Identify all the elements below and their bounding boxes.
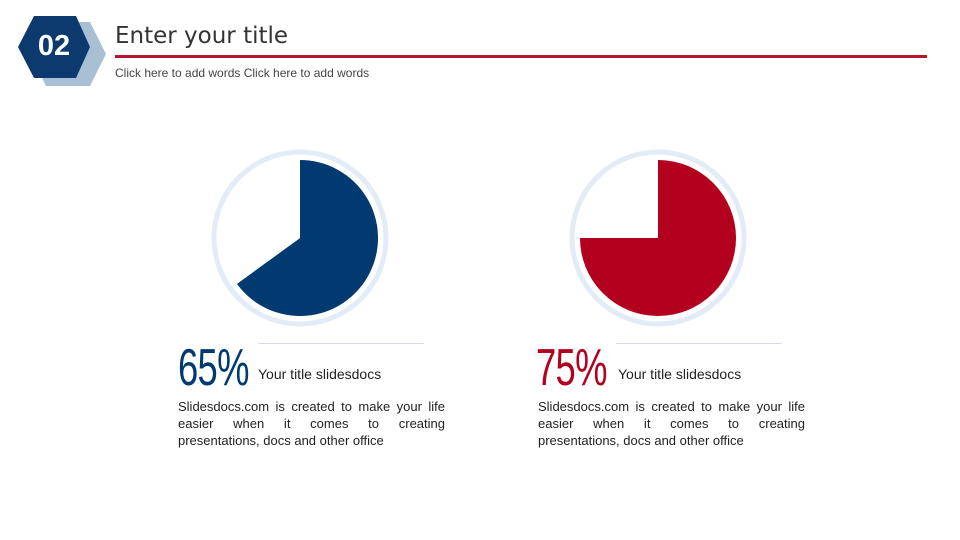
pie-slice-value — [236, 160, 379, 316]
item-title[interactable]: Your title slidesdocs — [258, 366, 382, 382]
pie-chart-right — [566, 146, 750, 330]
pie-slice-remainder — [580, 160, 658, 238]
pie-chart-left — [208, 146, 392, 330]
page-subtitle[interactable]: Click here to add words Click here to ad… — [115, 66, 370, 80]
section-number-badge: 02 — [14, 14, 108, 88]
item-description[interactable]: Slidesdocs.com is created to make your l… — [178, 399, 445, 448]
title-underline — [115, 55, 927, 58]
item-title[interactable]: Your title slidesdocs — [618, 366, 742, 382]
pie-chart-svg — [569, 149, 747, 327]
badge-front-hexagon — [18, 16, 90, 78]
percent-label: 75% — [536, 339, 607, 397]
pie-slice-remainder — [222, 160, 300, 284]
section-number: 02 — [37, 30, 71, 62]
divider-line — [258, 343, 424, 344]
divider-line — [616, 343, 782, 344]
pie-chart-svg — [211, 149, 389, 327]
percent-label: 65% — [178, 339, 249, 397]
item-description[interactable]: Slidesdocs.com is created to make your l… — [538, 399, 805, 448]
page-title[interactable]: Enter your title — [115, 23, 289, 49]
hexagon-shape — [18, 16, 106, 86]
